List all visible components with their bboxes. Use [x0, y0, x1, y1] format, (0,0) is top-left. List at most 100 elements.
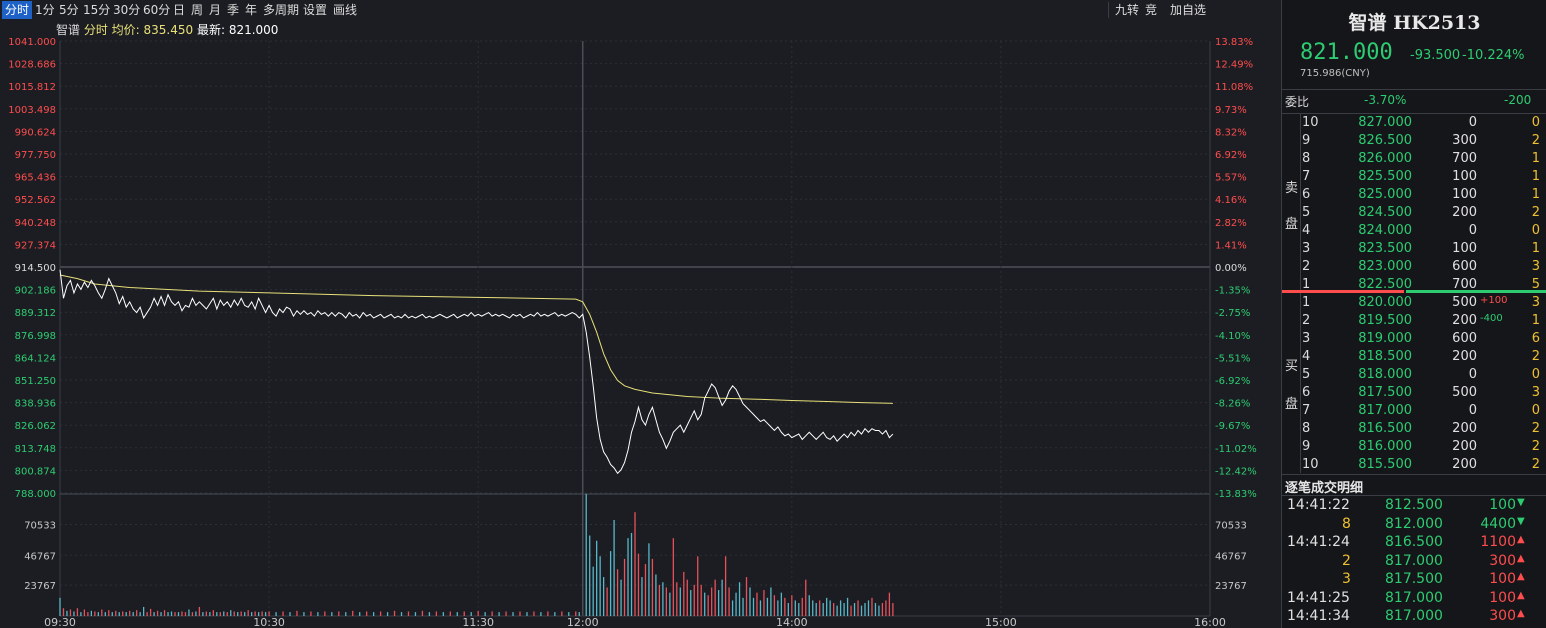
- level: 2: [1302, 259, 1311, 274]
- volume: 200: [1452, 349, 1477, 364]
- period-tab-7[interactable]: 周: [191, 3, 204, 17]
- volume: 100: [1452, 169, 1477, 184]
- volume: 300: [1452, 133, 1477, 148]
- volume-tick-right: 70533: [1215, 520, 1247, 531]
- volume: 100: [1452, 187, 1477, 202]
- period-tab-0[interactable]: 分时: [2, 1, 33, 19]
- y-tick-right: -1.35%: [1215, 286, 1250, 297]
- sell-label-1: 卖: [1285, 181, 1299, 196]
- price: 816.500: [1358, 421, 1412, 436]
- y-tick-right: 4.16%: [1215, 195, 1247, 206]
- y-tick-left: 940.248: [15, 218, 56, 229]
- order-count: 0: [1531, 115, 1540, 130]
- level: 2: [1302, 313, 1311, 328]
- ask-row: 9 826.500 300 2: [1282, 133, 1546, 151]
- level: 7: [1302, 403, 1311, 418]
- divider: [1282, 495, 1546, 496]
- arrow-up-icon: ▲: [1517, 552, 1525, 564]
- tick-row: 3 817.500 100 ▲: [1282, 571, 1546, 589]
- toolbar-right-button-2[interactable]: 加自选: [1170, 3, 1207, 17]
- tick-row: 8 812.000 4400 ▼: [1282, 516, 1546, 534]
- period-tab-8[interactable]: 月: [209, 3, 222, 17]
- order-count: 2: [1531, 439, 1540, 454]
- stock-code: HK2513: [1393, 12, 1481, 34]
- y-tick-right: 8.32%: [1215, 127, 1247, 138]
- period-tab-5[interactable]: 60分: [143, 3, 171, 17]
- period-tab-1[interactable]: 1分: [35, 3, 55, 17]
- y-tick-right: -2.75%: [1215, 308, 1250, 319]
- level: 4: [1302, 223, 1311, 238]
- period-tab-13[interactable]: 画线: [333, 3, 358, 17]
- period-tab-10[interactable]: 年: [245, 3, 258, 17]
- order-count: 3: [1531, 259, 1540, 274]
- volume: 200: [1452, 457, 1477, 472]
- bid-row: 9 816.000 200 2: [1282, 439, 1546, 457]
- tick-volume: 100: [1489, 571, 1516, 587]
- price: 826.500: [1358, 133, 1412, 148]
- period-tab-4[interactable]: 30分: [113, 3, 141, 17]
- tick-volume: 1100: [1480, 534, 1516, 550]
- period-tab-3[interactable]: 15分: [83, 3, 111, 17]
- x-tick-label: 16:00: [1194, 616, 1226, 628]
- period-tab-2[interactable]: 5分: [59, 3, 79, 17]
- y-tick-right: 1.41%: [1215, 240, 1247, 251]
- y-tick-left: 952.562: [15, 195, 56, 206]
- x-tick-label: 11:30: [462, 616, 494, 628]
- tick-seq: 3: [1342, 571, 1351, 587]
- volume-tick-left: 70533: [24, 520, 56, 531]
- order-count: 1: [1531, 187, 1540, 202]
- x-tick-label: 14:00: [776, 616, 808, 628]
- tick-price: 817.500: [1385, 571, 1443, 587]
- y-tick-left: 977.750: [15, 150, 56, 161]
- y-tick-left: 813.748: [15, 444, 56, 455]
- level: 7: [1302, 169, 1311, 184]
- volume: 200: [1452, 439, 1477, 454]
- info-line: 智谱 分时 均价: 835.450 最新: 821.000: [56, 22, 278, 37]
- tick-time: 14:41:24: [1287, 534, 1350, 550]
- volume-tick-left: 23767: [24, 581, 56, 592]
- ask-row: 3 823.500 100 1: [1282, 241, 1546, 259]
- ask-row: 10 827.000 0 0: [1282, 115, 1546, 133]
- price: 818.000: [1358, 367, 1412, 382]
- period-tab-12[interactable]: 设置: [303, 3, 328, 17]
- period-tab-9[interactable]: 季: [227, 3, 240, 17]
- y-tick-left: 788.000: [15, 489, 56, 500]
- order-count: 2: [1531, 457, 1540, 472]
- tick-price: 817.000: [1385, 589, 1443, 606]
- y-tick-right: -11.02%: [1215, 444, 1257, 455]
- y-tick-right: -8.26%: [1215, 399, 1250, 410]
- y-tick-right: -5.51%: [1215, 353, 1250, 364]
- price: 818.500: [1358, 349, 1412, 364]
- period-tab-6[interactable]: 日: [173, 3, 186, 17]
- volume: 0: [1468, 403, 1477, 418]
- level: 10: [1302, 115, 1319, 130]
- volume: 700: [1452, 151, 1477, 166]
- price: 822.500: [1358, 277, 1412, 292]
- tick-volume: 300: [1489, 608, 1516, 624]
- ask-row: 8 826.000 700 1: [1282, 151, 1546, 169]
- level: 5: [1302, 367, 1311, 382]
- sell-label-2: 盘: [1285, 217, 1299, 232]
- y-tick-right: 11.08%: [1215, 82, 1253, 93]
- volume: 0: [1468, 115, 1477, 130]
- tick-time: 14:41:22: [1287, 497, 1350, 513]
- volume: 500: [1452, 295, 1477, 310]
- toolbar-right-button-0[interactable]: 九转: [1115, 3, 1140, 17]
- ask-bid-split-green: [1406, 290, 1546, 293]
- level: 9: [1302, 133, 1311, 148]
- volume: 0: [1468, 367, 1477, 382]
- y-tick-right: 6.92%: [1215, 150, 1247, 161]
- order-count: 5: [1531, 277, 1540, 292]
- period-toolbar: 分时 1分 5分 15分 30分 60分日周月季年多周期 设置 画线 九转竞加自选: [0, 0, 1280, 21]
- y-tick-left: 838.936: [15, 399, 56, 410]
- level: 9: [1302, 439, 1311, 454]
- bid-row: 8 816.500 200 2: [1282, 421, 1546, 439]
- price: 827.000: [1358, 115, 1412, 130]
- price: 816.000: [1358, 439, 1412, 454]
- buy-label-1: 买: [1285, 359, 1299, 374]
- bid-row: 2 819.500 200 -400 1: [1282, 313, 1546, 331]
- level: 3: [1302, 331, 1311, 346]
- toolbar-right-button-1[interactable]: 竞: [1145, 3, 1158, 17]
- period-tab-11[interactable]: 多周期: [263, 3, 300, 17]
- tick-seq: 2: [1342, 552, 1351, 569]
